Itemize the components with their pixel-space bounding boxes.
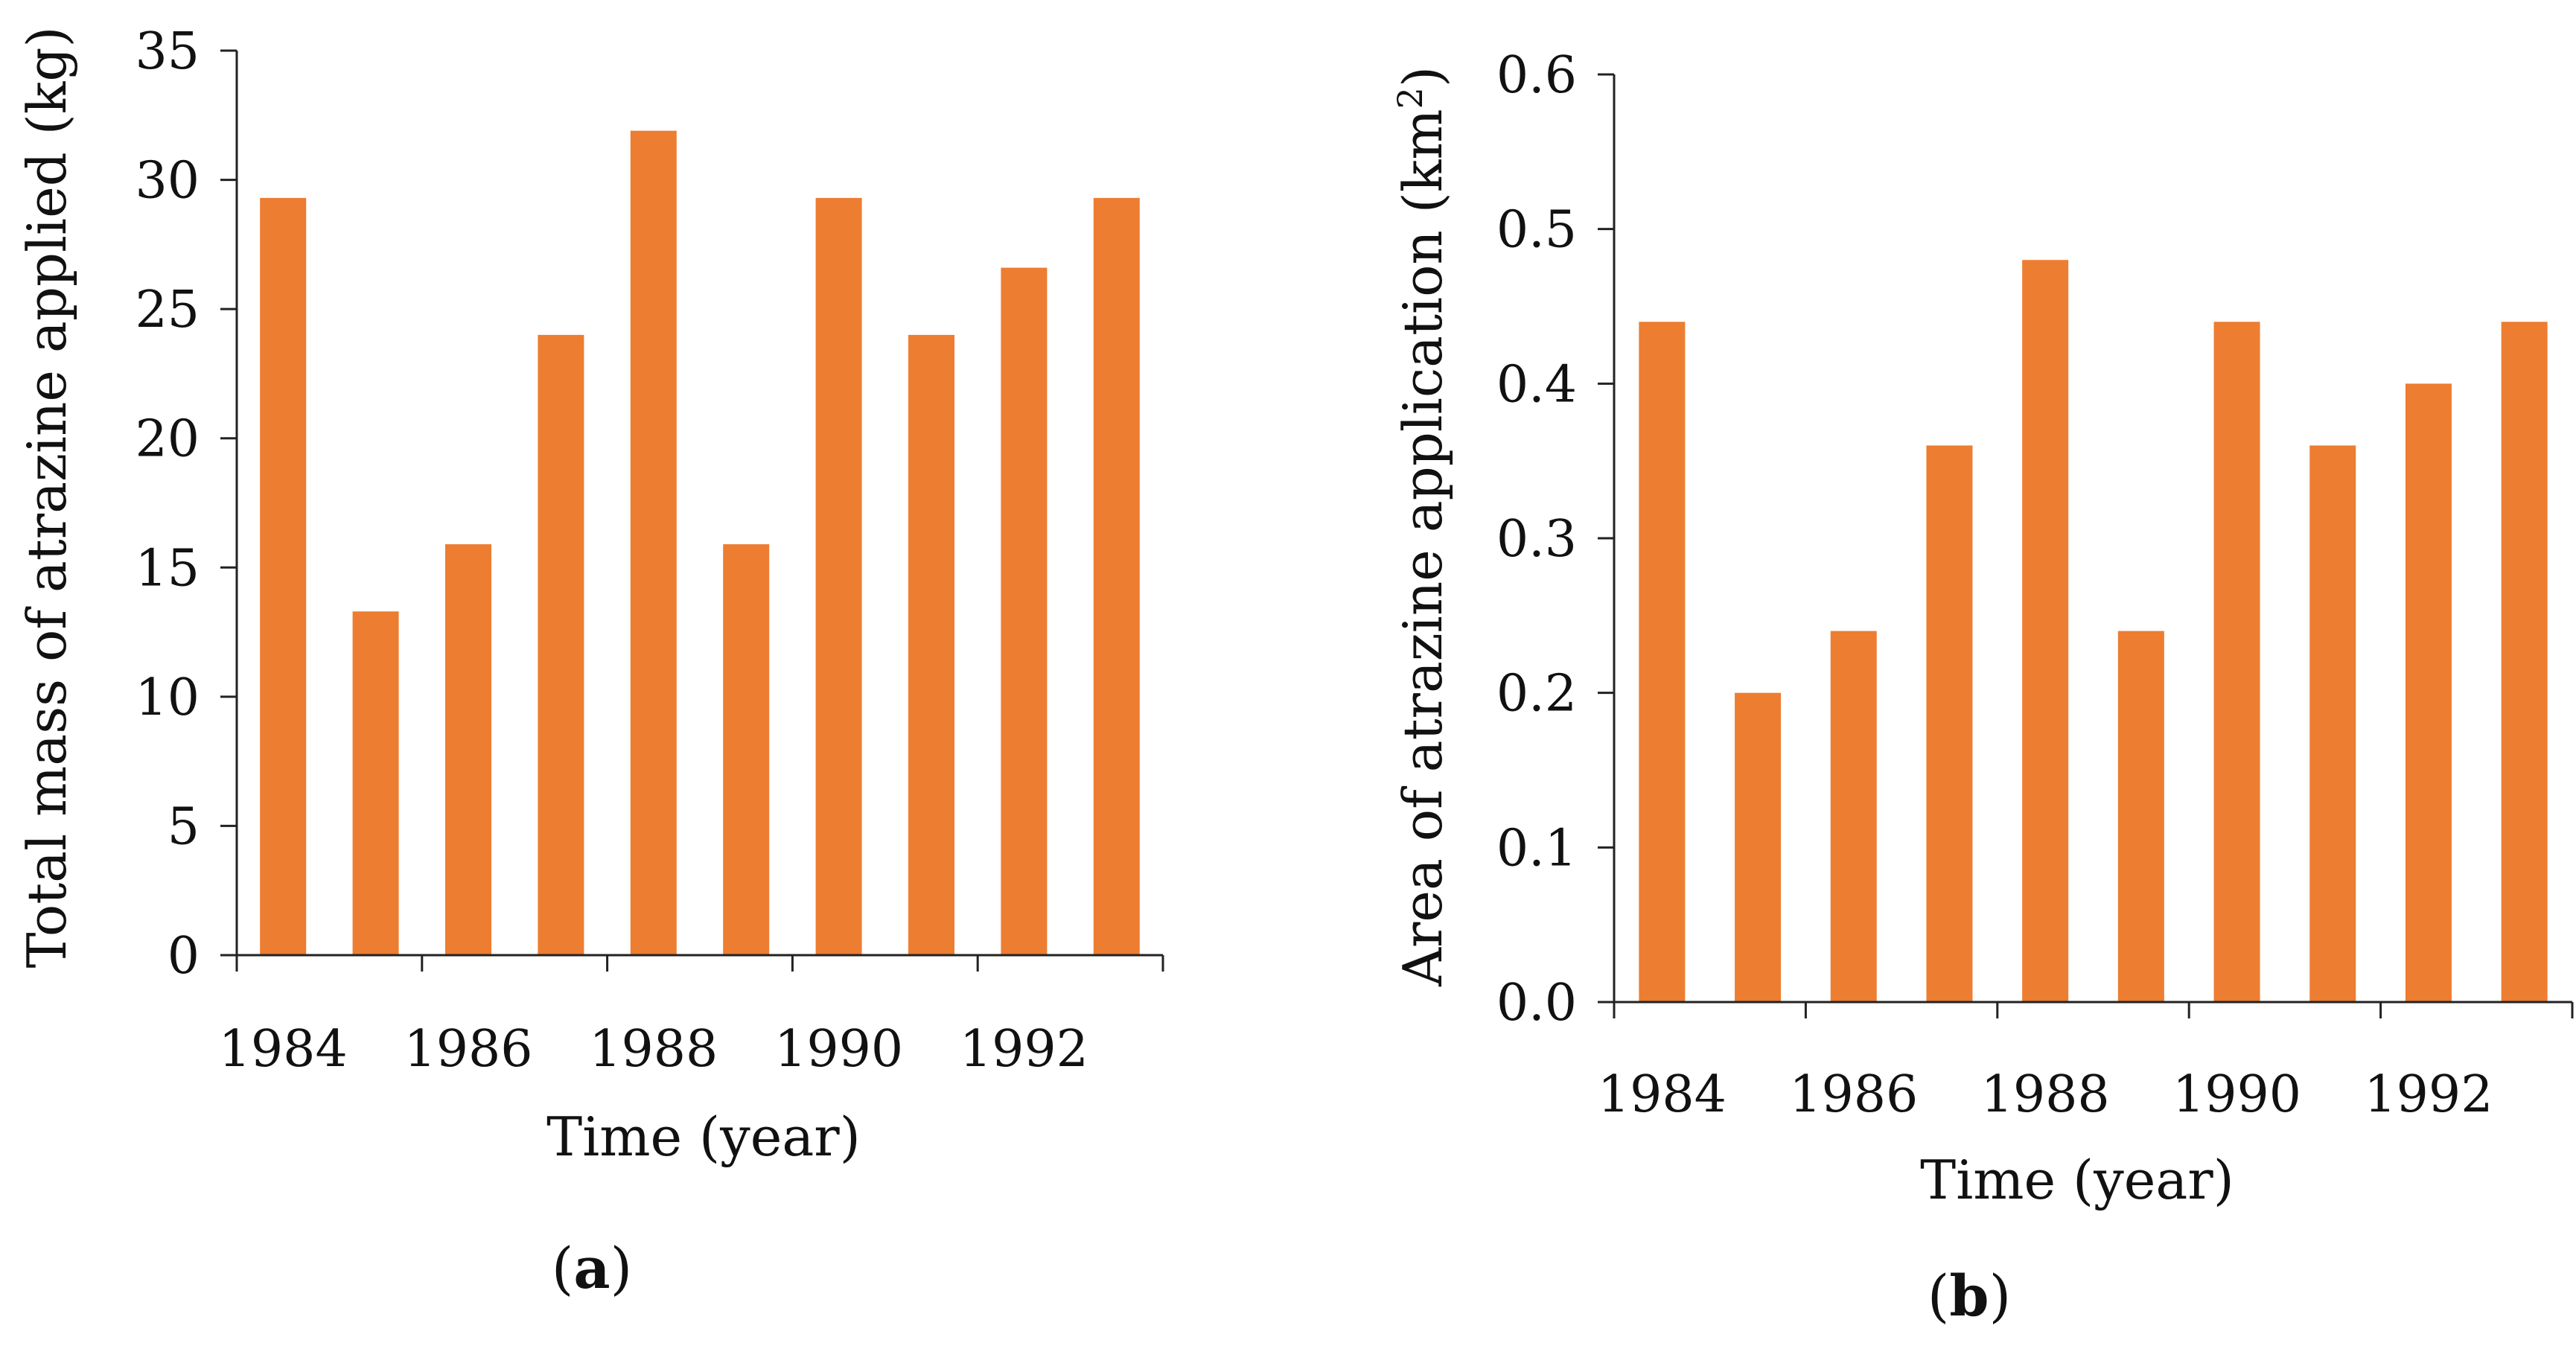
- chart-a-y-tick-label: 15: [135, 539, 200, 598]
- chart-b-y-tick-label: 0.3: [1496, 510, 1577, 569]
- chart-a-x-tick-label: 1986: [404, 1020, 532, 1079]
- chart-b-y-tick-label: 0.2: [1496, 665, 1577, 724]
- chart-b-bar: [2022, 260, 2069, 1002]
- chart-b-x-tick-label: 1992: [2364, 1065, 2493, 1124]
- chart-a-bars: [260, 130, 1140, 956]
- chart-b-bar: [2213, 322, 2260, 1002]
- chart-a-y-tick-label: 20: [135, 410, 200, 469]
- chart-b-y-axis-label-main: Area of atrazine application (km: [1391, 109, 1454, 987]
- chart-a: 0 5 10 15 20 25 30 35 1984 1986 1988 1990 1992 Tota…: [16, 22, 1164, 1301]
- chart-a-bar: [630, 130, 677, 956]
- chart-a-x-tick-label: 1990: [774, 1020, 903, 1079]
- chart-a-caption-open: (: [552, 1235, 574, 1301]
- chart-b-y-axis-label-close: ): [1391, 66, 1454, 87]
- chart-a-y-axis-label: Total mass of atrazine applied (kg): [16, 26, 78, 968]
- chart-b-x-ticks: 1984 1986 1988 1990 1992: [1598, 1002, 2574, 1124]
- chart-b-caption-open: (: [1928, 1263, 1950, 1329]
- chart-a-bar: [1001, 267, 1048, 956]
- chart-b-y-ticks: 0.0 0.1 0.2 0.3 0.4 0.5 0.6: [1496, 46, 1614, 1033]
- chart-b-y-tick-label: 0.1: [1496, 819, 1577, 878]
- chart-a-x-ticks: 1984 1986 1988 1990 1992: [219, 955, 1164, 1079]
- chart-b-bar: [2501, 322, 2548, 1002]
- chart-a-bar: [445, 544, 491, 955]
- chart-a-x-axis-label: Time (year): [546, 1106, 861, 1168]
- chart-b-bar: [2405, 383, 2452, 1002]
- chart-a-bar: [908, 334, 954, 955]
- chart-a-caption: (a): [552, 1235, 633, 1301]
- chart-b-x-axis-label: Time (year): [1920, 1149, 2234, 1211]
- chart-a-bar: [260, 197, 307, 955]
- chart-a-x-tick-label: 1992: [960, 1020, 1088, 1079]
- chart-a-bar: [815, 197, 862, 955]
- chart-a-x-tick-label: 1984: [219, 1020, 348, 1079]
- chart-a-caption-close: ): [610, 1235, 633, 1301]
- chart-a-axes: [235, 51, 1163, 957]
- chart-a-y-tick-label: 35: [135, 22, 200, 81]
- chart-a-y-tick-label: 0: [168, 927, 200, 986]
- chart-b-y-tick-label: 0.6: [1496, 46, 1577, 105]
- chart-a-bar: [352, 611, 399, 955]
- chart-b-x-tick-label: 1986: [1789, 1065, 1918, 1124]
- chart-b-bar: [1639, 322, 1686, 1002]
- chart-a-y-tick-label: 25: [135, 281, 200, 339]
- chart-b-bar: [1926, 445, 1973, 1002]
- chart-a-y-ticks: 0 5 10 15 20 25 30 35: [135, 22, 237, 986]
- chart-a-y-tick-label: 5: [168, 797, 200, 856]
- chart-b-bars: [1639, 260, 2548, 1002]
- chart-b-x-tick-label: 1988: [1981, 1065, 2110, 1124]
- chart-b-bar: [2117, 631, 2164, 1002]
- chart-b: 0.00.10.20.30.40.50.6 1984 1986 1988 1990 19…: [1390, 46, 2574, 1329]
- chart-a-y-tick-label: 30: [135, 152, 200, 211]
- chart-b-y-tick-label: 0.4: [1496, 355, 1577, 414]
- chart-a-caption-letter: a: [573, 1235, 610, 1301]
- chart-b-y-tick-label: 0.0: [1496, 974, 1577, 1033]
- chart-a-x-tick-label: 1988: [589, 1020, 718, 1079]
- chart-a-bar: [723, 544, 770, 955]
- chart-b-x-tick-label: 1990: [2172, 1065, 2301, 1124]
- chart-b-y-tick-label: 0.5: [1496, 201, 1577, 260]
- chart-b-bar: [1830, 631, 1877, 1002]
- chart-b-bar: [2309, 445, 2356, 1002]
- chart-b-y-axis-label-sup: 2: [1390, 87, 1430, 109]
- chart-a-bar: [1093, 197, 1140, 955]
- chart-a-bar: [538, 334, 584, 955]
- chart-a-y-tick-label: 10: [135, 669, 200, 727]
- chart-b-caption-letter: b: [1949, 1263, 1989, 1329]
- chart-b-x-tick-label: 1984: [1598, 1065, 1727, 1124]
- chart-b-y-axis-label: Area of atrazine application (km2): [1390, 66, 1454, 987]
- chart-b-caption: (b): [1928, 1263, 2011, 1329]
- chart-b-bar: [1735, 692, 1782, 1002]
- chart-b-caption-close: ): [1989, 1263, 2012, 1329]
